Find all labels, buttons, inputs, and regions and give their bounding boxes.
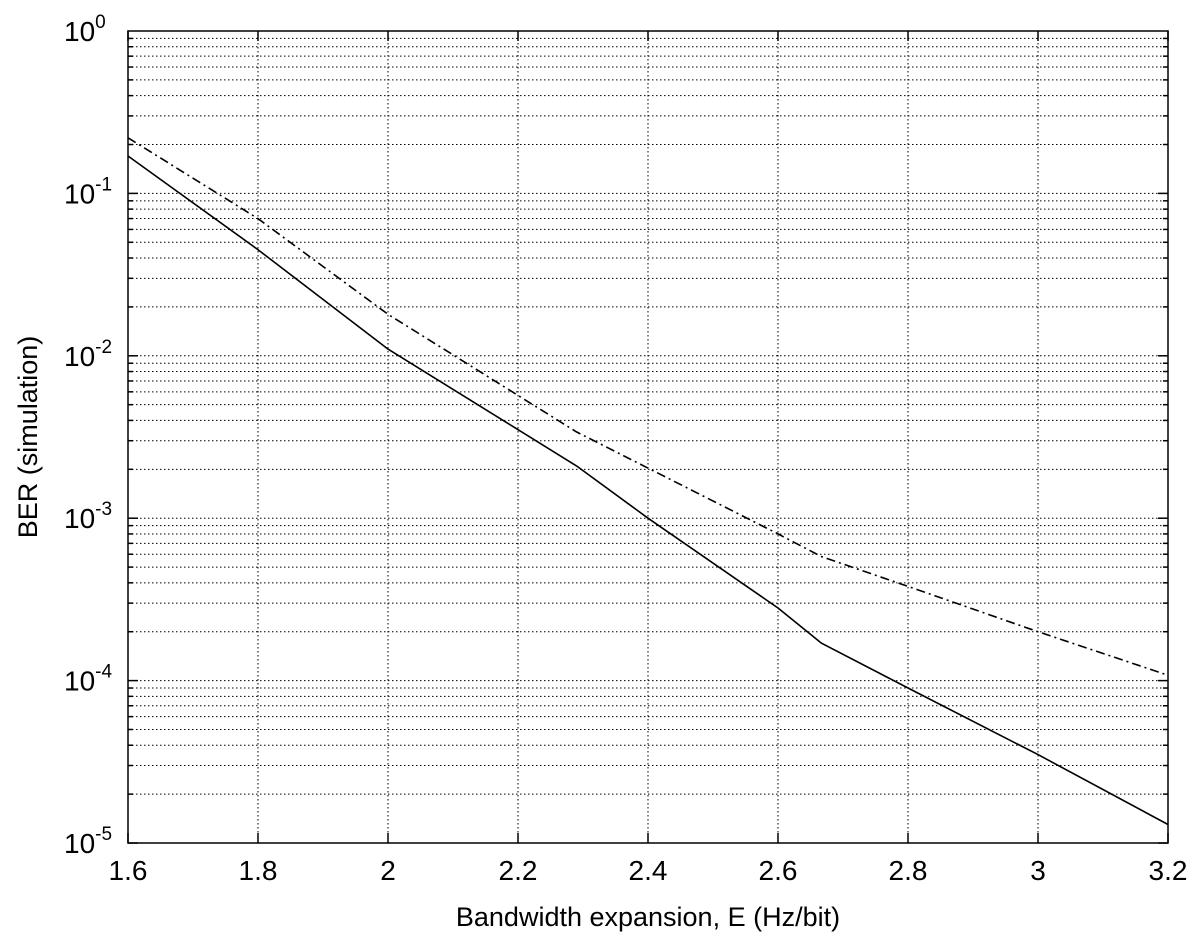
y-tick-base: 10 bbox=[64, 16, 95, 47]
y-tick-exponent: -5 bbox=[95, 824, 112, 845]
grid bbox=[128, 31, 1168, 843]
series-line-solid bbox=[127, 155, 1169, 826]
y-tick-exponent: 0 bbox=[95, 12, 106, 33]
x-axis-label: Bandwidth expansion, E (Hz/bit) bbox=[456, 902, 840, 932]
y-tick-exponent: -2 bbox=[95, 337, 112, 358]
x-tick-label: 3 bbox=[1030, 855, 1046, 886]
x-tick-label: 2.6 bbox=[759, 855, 798, 886]
y-tick-base: 10 bbox=[64, 503, 95, 534]
series-line-dashdot bbox=[127, 137, 1169, 676]
y-tick-label: 100 bbox=[64, 12, 106, 47]
y-tick-exponent: -3 bbox=[95, 499, 112, 520]
y-tick-base: 10 bbox=[64, 666, 95, 697]
y-tick-base: 10 bbox=[64, 828, 95, 859]
x-tick-label: 1.6 bbox=[109, 855, 148, 886]
x-tick-label: 3.2 bbox=[1149, 855, 1188, 886]
tick-marks bbox=[127, 31, 1169, 844]
x-tick-label: 2.8 bbox=[889, 855, 928, 886]
y-tick-label: 10-1 bbox=[64, 174, 112, 209]
y-axis-label: BER (simulation) bbox=[13, 336, 43, 539]
x-tick-label: 1.8 bbox=[239, 855, 278, 886]
y-tick-label: 10-4 bbox=[64, 662, 112, 697]
y-tick-label: 10-3 bbox=[64, 499, 112, 534]
y-tick-base: 10 bbox=[64, 178, 95, 209]
x-tick-label: 2 bbox=[380, 855, 396, 886]
y-tick-label: 10-5 bbox=[64, 824, 112, 859]
x-tick-label: 2.4 bbox=[629, 855, 668, 886]
y-tick-exponent: -4 bbox=[95, 662, 112, 683]
y-tick-base: 10 bbox=[64, 341, 95, 372]
series-layer bbox=[127, 137, 1169, 826]
y-tick-exponent: -1 bbox=[95, 174, 112, 195]
x-tick-labels: 1.6 1.8 2 2.2 2.4 2.6 2.8 3 3.2 bbox=[109, 855, 1188, 886]
x-tick-label: 2.2 bbox=[499, 855, 538, 886]
y-tick-label: 10-2 bbox=[64, 337, 112, 372]
